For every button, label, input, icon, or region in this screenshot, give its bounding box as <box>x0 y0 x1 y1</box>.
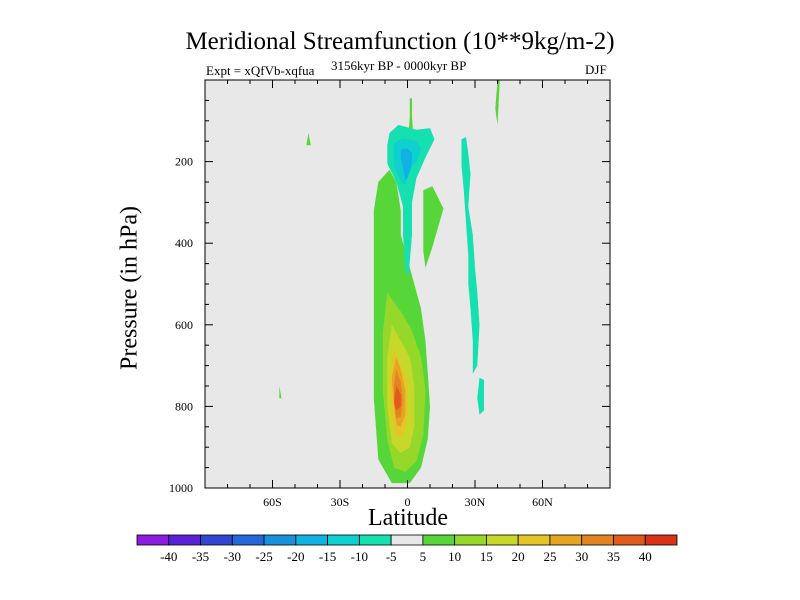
y-tick-label: 400 <box>175 236 193 250</box>
colorbar-label: 35 <box>607 549 620 564</box>
y-tick-label: 200 <box>175 155 193 169</box>
colorbar-label: -30 <box>224 549 241 564</box>
colorbar-label: 20 <box>512 549 525 564</box>
colorbar-box-15 <box>613 534 646 546</box>
colorbar-label: 10 <box>448 549 461 564</box>
colorbar-label: -15 <box>319 549 336 564</box>
colorbar-box-4 <box>263 534 297 546</box>
axis-ticks <box>204 79 611 489</box>
colorbar: -40 -35 -30 -25 -20 -15 -10 -5 5 10 15 20 25 30 35 40 <box>136 534 678 564</box>
colorbar-box-6 <box>327 534 360 546</box>
colorbar-label: -35 <box>192 549 209 564</box>
experiment-label: Expt = xQfVb-xqfua <box>206 63 315 78</box>
colorbar-box-5 <box>295 534 328 546</box>
contour-region-10 <box>408 98 414 133</box>
colorbar-label: 30 <box>575 549 588 564</box>
colorbar-label: 5 <box>420 549 427 564</box>
y-tick-label: 1000 <box>169 481 193 495</box>
colorbar-box-16 <box>644 534 678 546</box>
contour-region-7 <box>306 133 311 146</box>
season-label: DJF <box>585 62 607 77</box>
contour-region-11 <box>495 80 500 125</box>
colorbar-box-8 <box>390 534 424 546</box>
x-tick-label: 60N <box>532 495 553 509</box>
colorbar-label: -10 <box>351 549 368 564</box>
colorbar-label: 25 <box>543 549 556 564</box>
y-tick-labels: 200 400 600 800 1000 <box>169 155 193 495</box>
colorbar-box-7 <box>358 534 392 546</box>
chart-title: Meridional Streamfunction (10**9kg/m-2) <box>185 28 615 55</box>
colorbar-label: -25 <box>255 549 272 564</box>
x-tick-label: 60S <box>263 495 282 509</box>
colorbar-label: 15 <box>480 549 493 564</box>
colorbar-box-3 <box>231 534 265 546</box>
contour-region-8 <box>279 386 282 399</box>
colorbar-box-12 <box>517 534 551 546</box>
contour-region-6 <box>394 386 401 411</box>
colorbar-box-13 <box>549 534 583 546</box>
colorbar-box-9 <box>422 534 456 546</box>
colorbar-box-11 <box>486 534 519 546</box>
x-tick-label: 30S <box>331 495 350 509</box>
x-tick-label: 30N <box>465 495 486 509</box>
contour-region-16 <box>400 148 412 180</box>
y-tick-label: 600 <box>175 318 193 332</box>
period-label: 3156kyr BP - 0000kyr BP <box>331 58 467 73</box>
colorbar-box-14 <box>581 534 614 546</box>
x-tick-label: 0 <box>405 495 411 509</box>
colorbar-label: -20 <box>287 549 304 564</box>
colorbar-label: 40 <box>639 549 652 564</box>
contour-region-13 <box>461 137 480 374</box>
colorbar-box-0 <box>136 534 170 546</box>
x-tick-labels: 60S 30S 0 30N 60N <box>263 495 553 509</box>
y-tick-label: 800 <box>175 399 193 413</box>
contour-region-9 <box>423 186 444 268</box>
colorbar-box-1 <box>168 534 201 546</box>
x-axis-label: Latitude <box>368 505 448 531</box>
contour-regions <box>279 80 500 484</box>
colorbar-label: -5 <box>386 549 397 564</box>
colorbar-box-2 <box>200 534 233 546</box>
colorbar-box-10 <box>454 534 487 546</box>
colorbar-label: -40 <box>160 549 177 564</box>
contour-region-14 <box>477 377 484 415</box>
